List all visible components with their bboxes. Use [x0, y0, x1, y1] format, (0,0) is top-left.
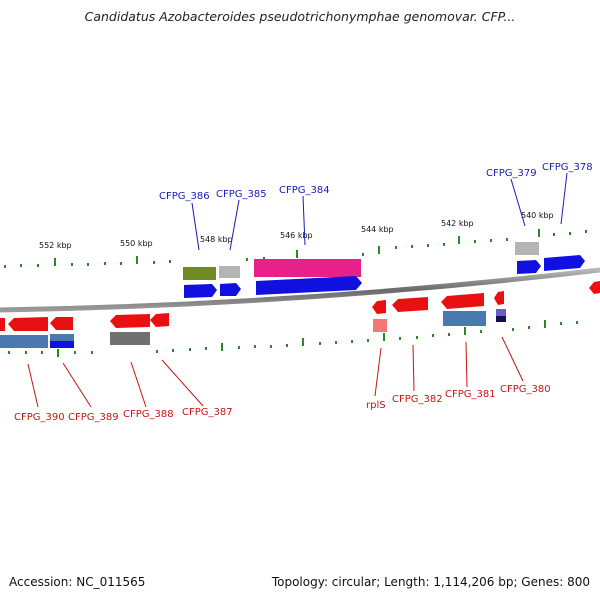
gene-arrow-cfpg-378[interactable] — [544, 255, 585, 271]
reverse-strand-features — [0, 281, 600, 348]
gene-label-cfpg-379[interactable]: CFPG_379 — [486, 168, 537, 179]
kbp-label: 552 kbp — [39, 241, 72, 250]
forward-strand-features — [183, 242, 585, 298]
page-title: Candidatus Azobacteroides pseudotrichony… — [84, 9, 516, 24]
gene-steelblue-box-2[interactable] — [50, 334, 74, 341]
gene-blue-box[interactable] — [50, 341, 74, 348]
top-label-connectors — [191, 172, 568, 251]
gene-label-cfpg-381[interactable]: CFPG_381 — [445, 389, 496, 400]
gene-arrow-cfpg-387[interactable] — [150, 313, 169, 327]
kbp-scale-labels: 552 kbp 550 kbp 548 kbp 546 kbp 544 kbp … — [39, 211, 554, 250]
gene-arrow-cfpg-385[interactable] — [220, 283, 241, 296]
gene-arrow-cfpg-379[interactable] — [517, 260, 541, 274]
gene-label-cfpg-378[interactable]: CFPG_378 — [542, 162, 593, 173]
gene-arrow-left-edge[interactable] — [0, 318, 5, 331]
gene-arrow-cfpg-390[interactable] — [8, 317, 48, 331]
gene-label-cfpg-390[interactable]: CFPG_390 — [14, 412, 65, 423]
gene-label-cfpg-380[interactable]: CFPG_380 — [500, 384, 551, 395]
reverse-tick-row — [8, 320, 578, 357]
gene-label-cfpg-384[interactable]: CFPG_384 — [279, 185, 330, 196]
gene-arrow-cfpg-381[interactable] — [441, 293, 484, 309]
gene-arrow-cfpg-380[interactable] — [494, 291, 504, 305]
gene-navy-box[interactable] — [496, 316, 506, 322]
gene-purple-box[interactable] — [496, 309, 506, 316]
kbp-label: 540 kbp — [521, 211, 554, 220]
gene-label-rpls[interactable]: rplS — [366, 400, 386, 411]
gene-arrow-right-edge[interactable] — [589, 281, 600, 294]
gene-label-cfpg-385[interactable]: CFPG_385 — [216, 189, 267, 200]
gene-arrow-cfpg-384[interactable] — [256, 276, 362, 295]
gene-olive-box[interactable] — [183, 267, 216, 280]
gene-arrow-cfpg-386[interactable] — [184, 284, 217, 298]
gene-steelblue-box-3[interactable] — [443, 311, 486, 326]
gene-gray-box[interactable] — [219, 266, 240, 278]
gene-arrow-cfpg-382[interactable] — [392, 297, 428, 312]
genome-backbone — [0, 267, 600, 313]
kbp-label: 550 kbp — [120, 239, 153, 248]
gene-label-cfpg-389[interactable]: CFPG_389 — [68, 412, 119, 423]
bottom-label-connectors — [27, 336, 524, 408]
gene-gray-box-right[interactable] — [515, 242, 539, 255]
gene-label-cfpg-387[interactable]: CFPG_387 — [182, 407, 233, 418]
genome-summary-text: Topology: circular; Length: 1,114,206 bp… — [271, 575, 590, 589]
kbp-label: 548 kbp — [200, 235, 233, 244]
gene-arrow-rpls[interactable] — [372, 300, 386, 314]
gene-salmon-box[interactable] — [373, 319, 387, 332]
gene-arrow-cfpg-389[interactable] — [50, 317, 73, 330]
top-gene-labels: CFPG_386 CFPG_385 CFPG_384 CFPG_379 CFPG… — [159, 162, 593, 202]
gene-darkgray-box[interactable] — [110, 332, 150, 345]
kbp-label: 544 kbp — [361, 225, 394, 234]
accession-text: Accession: NC_011565 — [9, 575, 146, 589]
gene-label-cfpg-382[interactable]: CFPG_382 — [392, 394, 443, 405]
gene-label-cfpg-386[interactable]: CFPG_386 — [159, 191, 210, 202]
gene-pink-box[interactable] — [254, 259, 361, 277]
kbp-label: 546 kbp — [280, 231, 313, 240]
bottom-gene-labels: CFPG_390 CFPG_389 CFPG_388 CFPG_387 rplS… — [14, 384, 551, 423]
kbp-label: 542 kbp — [441, 219, 474, 228]
gene-label-cfpg-388[interactable]: CFPG_388 — [123, 409, 174, 420]
gene-steelblue-box[interactable] — [0, 335, 48, 348]
gene-arrow-cfpg-388[interactable] — [110, 314, 150, 328]
forward-tick-row — [4, 229, 587, 268]
